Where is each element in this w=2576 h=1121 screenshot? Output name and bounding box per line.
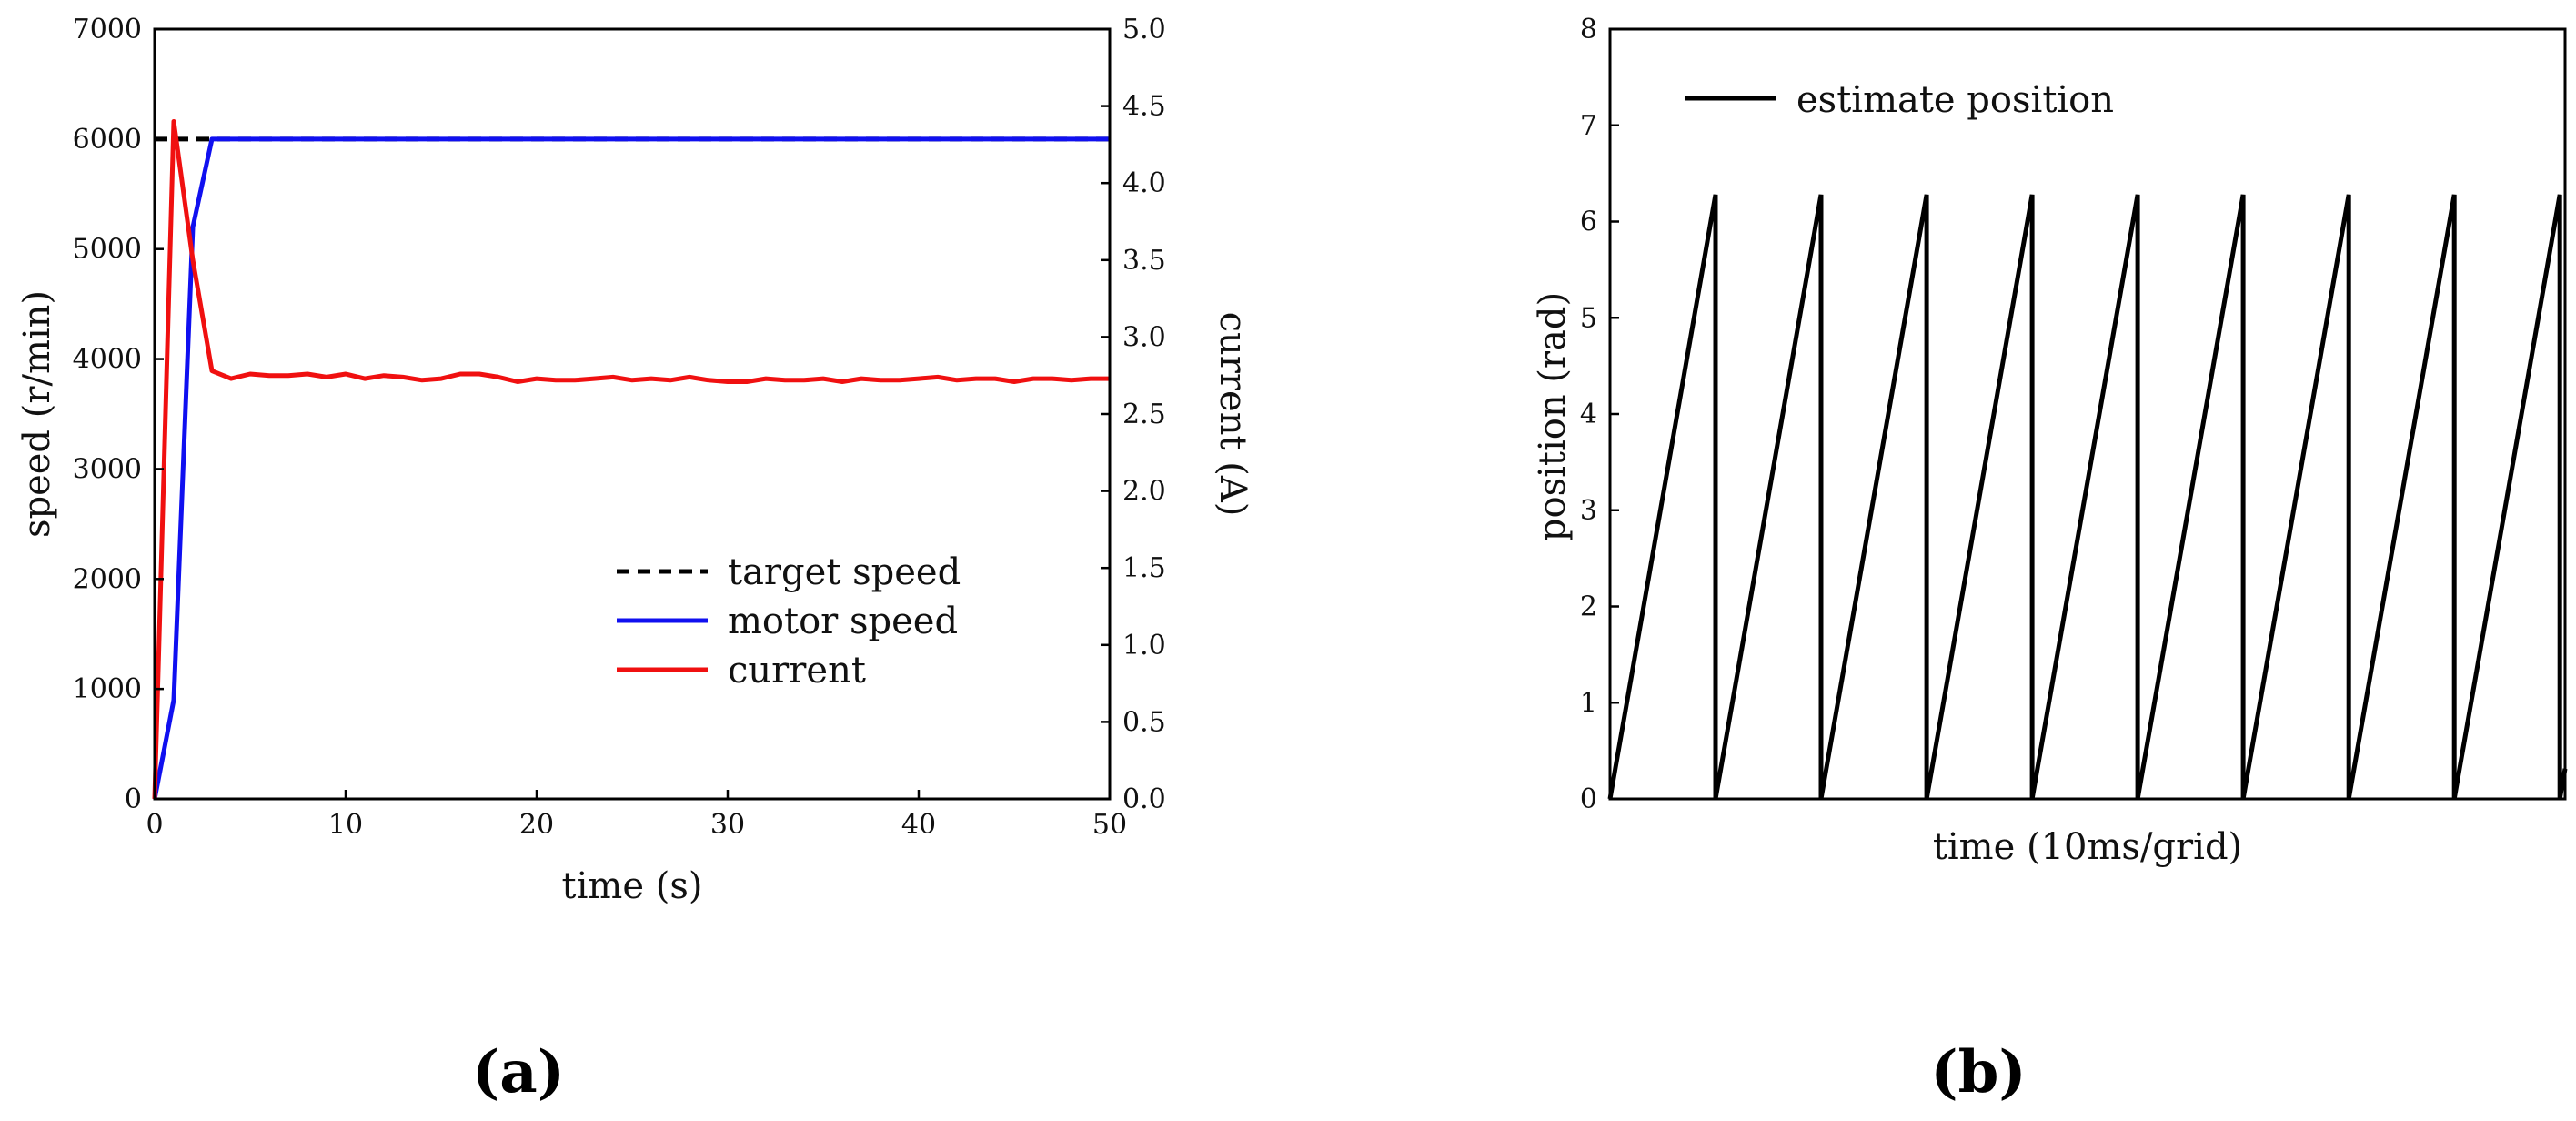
y-tick-label: 6: [1580, 207, 1597, 238]
legend-label-current: current: [728, 650, 866, 692]
panel-a-x-ticks: 0 10 20 30 40 50: [146, 790, 1127, 841]
y2-tick-label: 1.5: [1122, 552, 1166, 584]
x-tick-label: 10: [328, 809, 363, 841]
y-tick-label: 0: [1580, 783, 1597, 815]
panel-a-y-axis-label: speed (r/min): [16, 290, 58, 538]
y-tick-label: 7: [1580, 110, 1597, 142]
panel-a-x-axis-label: time (s): [562, 865, 703, 907]
y2-tick-label: 5.0: [1122, 14, 1166, 45]
y2-tick-label: 4.0: [1122, 167, 1166, 199]
series-line-motor-speed: [152, 136, 1110, 800]
y-tick-label: 5: [1580, 302, 1597, 334]
y-tick-label: 7000: [73, 14, 142, 45]
y-tick-label: 1000: [73, 673, 142, 705]
panel-b-x-axis-label: time (10ms/grid): [1933, 826, 2242, 868]
y2-tick-label: 0.0: [1122, 783, 1166, 815]
panel-a-y2-axis-label: current (A): [1212, 312, 1253, 517]
y2-tick-label: 1.0: [1122, 630, 1166, 661]
y2-tick-label: 0.5: [1122, 706, 1166, 738]
x-tick-label: 40: [901, 809, 936, 841]
y2-tick-label: 3.5: [1122, 245, 1166, 277]
x-tick-label: 20: [519, 809, 554, 841]
y-tick-label: 2: [1580, 591, 1597, 623]
panel-b-legend: estimate position: [1685, 79, 2114, 121]
y2-tick-label: 2.0: [1122, 476, 1166, 508]
panel-a-frame: [153, 27, 1112, 801]
panel-b: 0 1 2 3 4 5 6 7 8 time (10ms/grid) position (rad…: [1532, 14, 2568, 1106]
panel-b-frame: [1608, 27, 2567, 801]
y-tick-label: 2000: [73, 563, 142, 595]
y-tick-label: 5000: [73, 234, 142, 266]
panel-b-y-axis-label: position (rad): [1532, 292, 1574, 541]
panel-a: 0 10 20 30 40 50 0 1000 2000 3000 4000 5000 6000 700…: [16, 14, 1253, 1106]
y-tick-label: 8: [1580, 14, 1597, 45]
panel-b-series: [1607, 194, 2568, 800]
panel-a-legend: target speed motor speed current: [617, 551, 961, 692]
y-tick-label: 4000: [73, 344, 142, 376]
y-tick-label: 4: [1580, 399, 1597, 430]
panel-a-y-ticks: 0 1000 2000 3000 4000 5000 6000 7000: [73, 14, 164, 815]
y-tick-label: 6000: [73, 124, 142, 156]
x-tick-label: 30: [710, 809, 745, 841]
panel-b-label: (b): [1930, 1038, 2026, 1106]
panel-a-label: (a): [472, 1038, 565, 1106]
legend-label-estimate-position: estimate position: [1796, 79, 2114, 121]
x-tick-label: 0: [146, 809, 163, 841]
x-tick-label: 50: [1092, 809, 1127, 841]
y2-tick-label: 3.0: [1122, 321, 1166, 353]
y-tick-label: 3000: [73, 453, 142, 485]
legend-label-motor-speed: motor speed: [728, 601, 958, 642]
y-tick-label: 1: [1580, 687, 1597, 719]
series-line-current: [152, 119, 1110, 800]
panel-a-series: [152, 119, 1110, 800]
y-tick-label: 0: [125, 783, 142, 815]
panel-b-y-ticks: 0 1 2 3 4 5 6 7 8: [1580, 14, 1619, 815]
series-line-estimate-position: [1607, 194, 2568, 800]
legend-label-target-speed: target speed: [728, 551, 961, 593]
y2-tick-label: 4.5: [1122, 91, 1166, 123]
panel-a-y2-ticks: 0.0 0.5 1.0 1.5 2.0 2.5 3.0 3.5 4.0 4.5 5.0: [1101, 14, 1166, 815]
y2-tick-label: 2.5: [1122, 399, 1166, 430]
y-tick-label: 3: [1580, 495, 1597, 527]
